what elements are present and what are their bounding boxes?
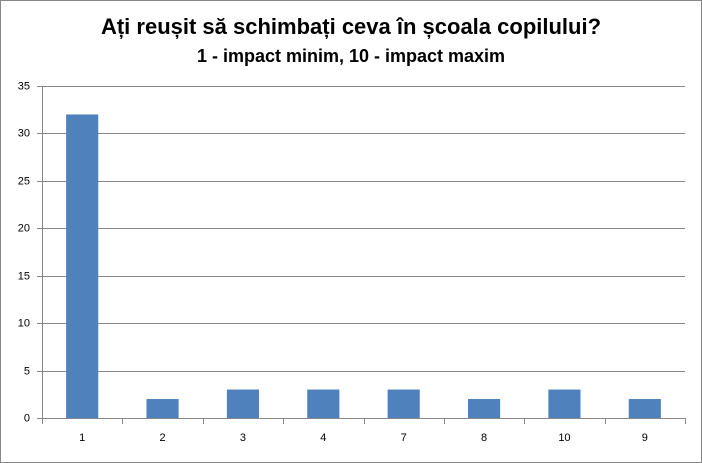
x-tick-label: 3 bbox=[240, 432, 246, 444]
x-tick-label: 4 bbox=[320, 432, 326, 444]
x-tick-label: 2 bbox=[160, 432, 166, 444]
bar bbox=[548, 389, 581, 418]
x-tick-label: 1 bbox=[79, 432, 85, 444]
bar bbox=[307, 389, 340, 418]
bar bbox=[226, 389, 260, 418]
chart-subtitle: 1 - impact minim, 10 - impact maxim bbox=[197, 46, 505, 66]
bar bbox=[146, 399, 179, 418]
y-tick-label: 35 bbox=[18, 80, 30, 92]
x-tick-label: 7 bbox=[401, 432, 407, 444]
chart-title: Ați reușit să schimbați ceva în școala c… bbox=[101, 14, 601, 39]
bar bbox=[66, 114, 99, 418]
y-tick-label: 25 bbox=[18, 175, 30, 187]
y-tick-label: 20 bbox=[18, 222, 30, 234]
bar bbox=[387, 389, 420, 418]
y-tick-label: 5 bbox=[24, 365, 30, 377]
x-tick-label: 8 bbox=[481, 432, 487, 444]
y-tick-label: 0 bbox=[24, 412, 30, 424]
y-tick-label: 10 bbox=[18, 317, 30, 329]
x-tick-label: 10 bbox=[558, 432, 570, 444]
bar bbox=[467, 399, 501, 418]
x-tick-label: 9 bbox=[642, 432, 648, 444]
y-tick-label: 30 bbox=[18, 127, 30, 139]
y-tick-label: 15 bbox=[18, 270, 30, 282]
bar bbox=[628, 399, 661, 418]
